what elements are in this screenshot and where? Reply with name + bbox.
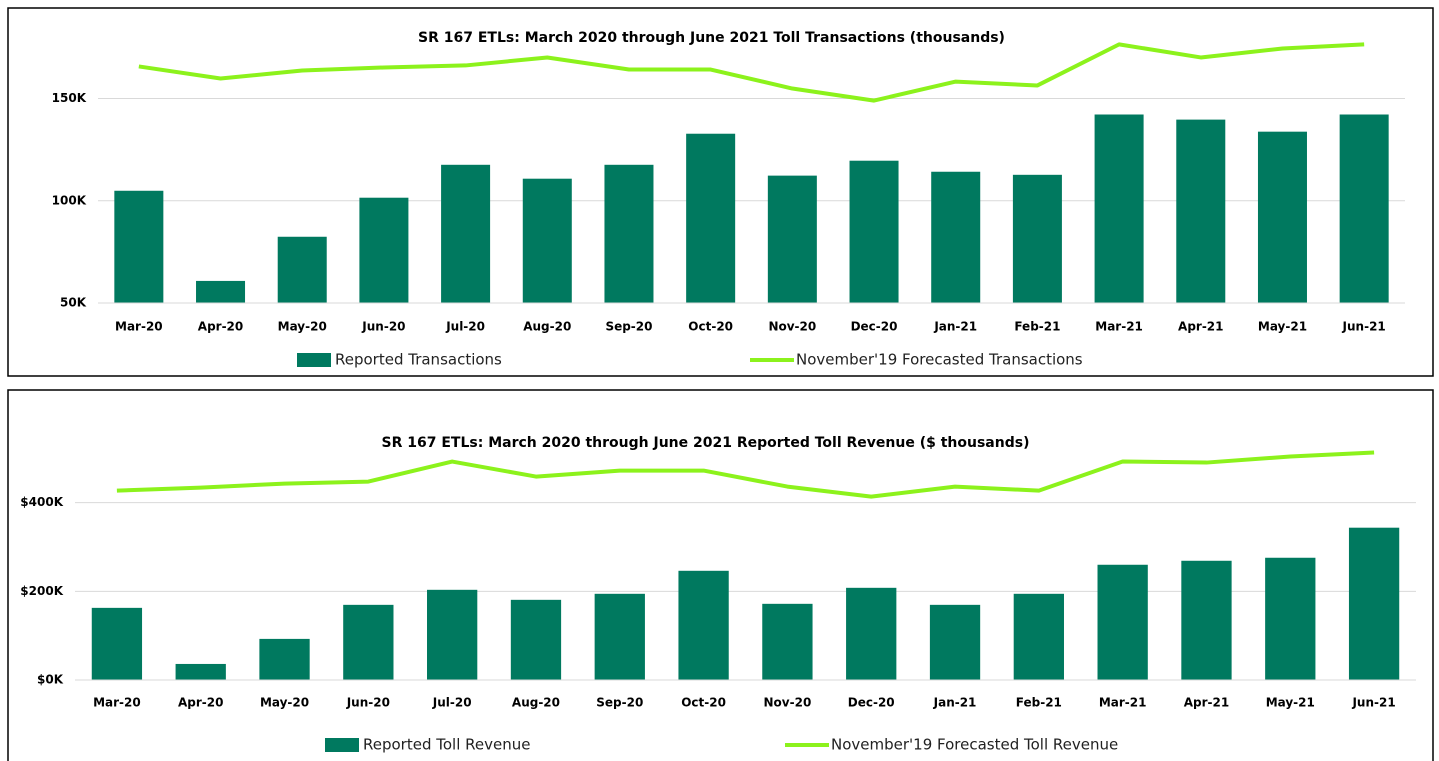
bar (1176, 119, 1226, 303)
x-tick-label: May-20 (278, 320, 327, 334)
x-tick-label: Apr-21 (1184, 696, 1229, 710)
bar (175, 663, 226, 680)
x-tick-label: Apr-21 (1178, 320, 1223, 334)
x-tick-label: Jun-21 (1351, 696, 1395, 710)
legend-label: Reported Toll Revenue (363, 736, 530, 754)
bar (427, 589, 478, 680)
y-tick-label: $0K (37, 673, 64, 687)
y-tick-label: $200K (20, 584, 63, 598)
x-tick-label: Aug-20 (523, 320, 571, 334)
bar (594, 593, 645, 680)
bar (277, 236, 327, 303)
chart-title: SR 167 ETLs: March 2020 through June 202… (382, 435, 1030, 451)
bar (1094, 114, 1144, 303)
y-tick-label: 150K (52, 91, 87, 105)
bar (1012, 174, 1062, 303)
x-tick-label: Apr-20 (178, 696, 223, 710)
chart-title: SR 167 ETLs: March 2020 through June 202… (418, 30, 1005, 46)
bar (522, 178, 572, 303)
bar (441, 164, 491, 303)
x-tick-label: Feb-21 (1014, 320, 1060, 334)
bar (1339, 114, 1389, 303)
bar (931, 171, 981, 303)
legend-label: November'19 Forecasted Transactions (796, 351, 1083, 369)
x-tick-label: Oct-20 (681, 696, 726, 710)
chart-frame (7, 7, 1434, 377)
y-tick-label: $400K (20, 495, 63, 509)
bar (359, 197, 409, 303)
x-tick-label: Apr-20 (198, 320, 243, 334)
x-tick-label: Nov-20 (768, 320, 816, 334)
x-tick-label: May-21 (1266, 696, 1315, 710)
legend-swatch (297, 353, 331, 367)
x-tick-label: Mar-20 (115, 320, 163, 334)
x-tick-label: Oct-20 (688, 320, 733, 334)
x-tick-label: Jun-20 (346, 696, 390, 710)
x-tick-label: May-20 (260, 696, 309, 710)
x-tick-label: Dec-20 (848, 696, 895, 710)
bar (604, 164, 654, 303)
bar (1265, 557, 1316, 680)
x-tick-label: Mar-21 (1095, 320, 1143, 334)
bar (849, 160, 899, 303)
x-tick-label: May-21 (1258, 320, 1307, 334)
x-tick-label: Mar-20 (93, 696, 141, 710)
bar (259, 638, 310, 680)
x-tick-label: Dec-20 (851, 320, 898, 334)
bar (767, 175, 817, 303)
x-tick-label: Jun-20 (361, 320, 405, 334)
legend-label: November'19 Forecasted Toll Revenue (831, 736, 1118, 754)
x-tick-label: Mar-21 (1099, 696, 1147, 710)
bar (1257, 131, 1307, 303)
bar (196, 280, 246, 303)
bar (510, 599, 562, 680)
bar (1013, 593, 1064, 680)
x-tick-label: Jul-20 (445, 320, 485, 334)
y-tick-label: 50K (60, 296, 87, 310)
x-tick-label: Feb-21 (1016, 696, 1062, 710)
bar (114, 190, 164, 303)
x-tick-label: Jan-21 (933, 320, 977, 334)
bar (762, 603, 813, 680)
bar (678, 570, 729, 680)
x-tick-label: Jan-21 (933, 696, 977, 710)
x-tick-label: Jun-21 (1342, 320, 1386, 334)
x-tick-label: Nov-20 (764, 696, 812, 710)
y-tick-label: 100K (52, 193, 87, 207)
legend-swatch (325, 738, 359, 752)
x-tick-label: Sep-20 (605, 320, 652, 334)
line (138, 42, 1365, 103)
bar (929, 604, 981, 680)
x-tick-label: Jul-20 (432, 696, 472, 710)
bar (1348, 527, 1400, 680)
bar (686, 133, 736, 303)
x-tick-label: Sep-20 (596, 696, 643, 710)
chart-frame (7, 389, 1434, 761)
bar (846, 587, 897, 680)
bar (1181, 560, 1232, 680)
bar (343, 604, 394, 680)
legend-label: Reported Transactions (335, 351, 502, 369)
x-tick-label: Aug-20 (512, 696, 560, 710)
line (116, 450, 1375, 499)
bar (1097, 564, 1148, 680)
bar (91, 607, 143, 680)
